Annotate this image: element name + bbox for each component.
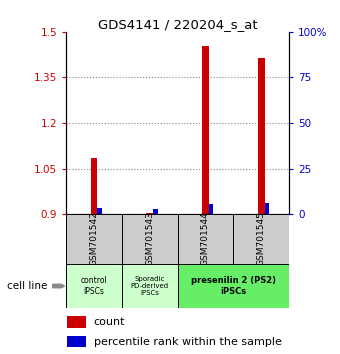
Text: cell line: cell line xyxy=(7,281,47,291)
Text: GSM701543: GSM701543 xyxy=(145,211,154,267)
Bar xyxy=(66,264,122,308)
Bar xyxy=(122,264,178,308)
Text: Sporadic
PD-derived
iPSCs: Sporadic PD-derived iPSCs xyxy=(131,276,169,296)
Text: GSM701545: GSM701545 xyxy=(257,211,266,267)
Text: count: count xyxy=(94,317,125,327)
Bar xyxy=(153,209,158,214)
Text: percentile rank within the sample: percentile rank within the sample xyxy=(94,337,282,347)
Bar xyxy=(98,208,102,214)
Bar xyxy=(258,58,265,214)
Bar xyxy=(233,214,289,264)
Bar xyxy=(67,336,86,347)
Bar xyxy=(66,214,122,264)
Bar xyxy=(67,316,86,328)
Title: GDS4141 / 220204_s_at: GDS4141 / 220204_s_at xyxy=(98,18,257,31)
Bar xyxy=(178,264,289,308)
Bar xyxy=(91,158,98,214)
Bar xyxy=(265,203,269,214)
Text: GSM701542: GSM701542 xyxy=(90,212,99,266)
Text: control
IPSCs: control IPSCs xyxy=(81,276,107,296)
Text: presenilin 2 (PS2)
iPSCs: presenilin 2 (PS2) iPSCs xyxy=(191,276,276,296)
Bar xyxy=(209,204,213,214)
Text: GSM701544: GSM701544 xyxy=(201,212,210,266)
Bar xyxy=(178,214,233,264)
Bar xyxy=(122,214,178,264)
Bar xyxy=(147,213,153,214)
Bar xyxy=(202,46,209,214)
